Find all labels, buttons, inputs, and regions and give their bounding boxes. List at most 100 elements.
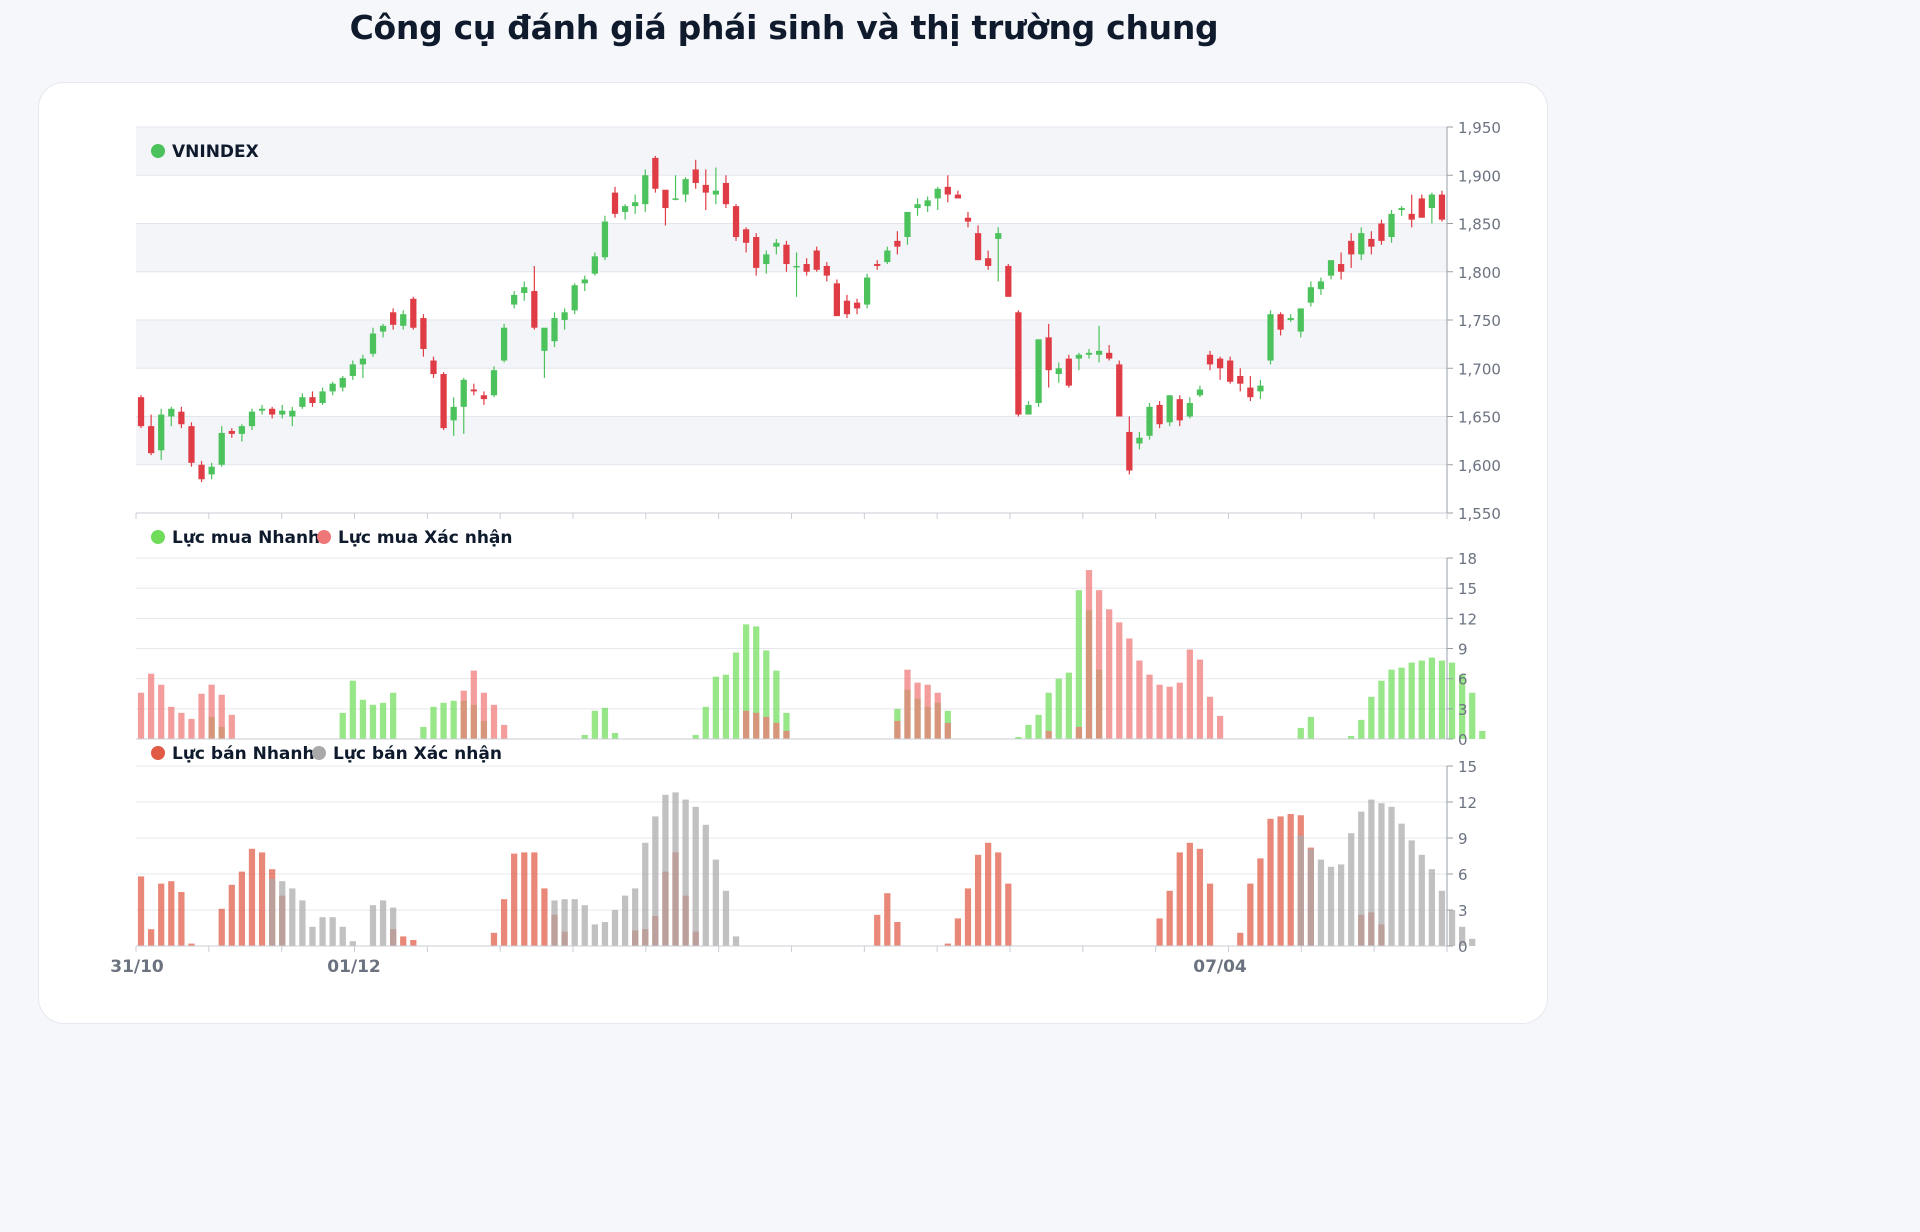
candle <box>178 406 185 429</box>
y-tick-label: 15 <box>1458 758 1477 776</box>
candle-body <box>1045 337 1052 371</box>
candle <box>964 211 972 228</box>
candle <box>137 395 145 429</box>
candle <box>400 310 407 330</box>
candle-body <box>1156 404 1163 425</box>
candle-body <box>188 426 195 463</box>
candle-body <box>1337 264 1345 272</box>
candle-body <box>1186 402 1193 417</box>
candle <box>158 408 165 460</box>
candle <box>561 308 568 330</box>
candle-body <box>1428 194 1435 209</box>
sell-bar-nhanh <box>1257 858 1264 946</box>
candle-body <box>1055 368 1062 375</box>
sell-bar-nhanh <box>944 943 951 946</box>
candle <box>1055 362 1062 383</box>
buy-bar-xac-nhan <box>188 718 195 739</box>
y-tick-label: 1,600 <box>1458 457 1501 475</box>
candle <box>228 428 235 438</box>
candle <box>924 196 931 212</box>
sell-bar-xac-nhan <box>652 816 659 946</box>
candle-body <box>692 169 699 183</box>
buy-bar-nhanh <box>1378 680 1385 739</box>
sell-bar-xac-nhan <box>662 794 669 946</box>
candle-body <box>672 198 679 200</box>
candle-body <box>1237 375 1244 384</box>
candle-body <box>531 291 538 328</box>
candle <box>722 175 730 209</box>
buy-bar-nhanh <box>1418 660 1425 739</box>
candle <box>1358 227 1365 261</box>
candle-body <box>652 157 659 189</box>
candle-body <box>521 287 528 293</box>
sell-bar-xac-nhan <box>1378 803 1385 946</box>
y-tick-label: 18 <box>1458 550 1477 568</box>
buy-bar-xac-nhan <box>924 684 931 739</box>
buy-bar-xac-nhan <box>1186 649 1193 739</box>
buy-bar-xac-nhan <box>1116 622 1123 739</box>
candle <box>1206 350 1214 371</box>
candle <box>742 227 750 253</box>
candle-body <box>299 397 306 407</box>
sell-bar-nhanh <box>137 876 145 946</box>
candle <box>995 227 1002 282</box>
buy-bar-xac-nhan <box>1146 674 1153 739</box>
sell-bar-nhanh <box>148 929 155 946</box>
candle-body <box>1095 350 1103 355</box>
buy-bar-nhanh <box>390 692 397 739</box>
sell-bar-nhanh <box>541 888 548 946</box>
candle <box>1378 219 1385 245</box>
candle-body <box>732 206 740 238</box>
sell-bar-xac-nhan <box>591 924 598 946</box>
buy-bar-xac-nhan <box>137 692 145 739</box>
sell-bar-xac-nhan <box>1307 848 1314 946</box>
buy-bar-nhanh <box>692 734 699 739</box>
candle <box>1005 264 1012 297</box>
candle-body <box>954 194 962 199</box>
candle-body <box>1277 314 1284 330</box>
candle <box>1428 192 1435 224</box>
buy-bar-xac-nhan <box>168 706 175 739</box>
candle-body <box>309 397 316 403</box>
candle-body <box>470 389 477 392</box>
sell-bar-xac-nhan <box>269 878 276 946</box>
candle <box>1418 194 1425 218</box>
candle <box>1015 310 1022 417</box>
buy-bar-nhanh <box>1045 692 1052 739</box>
candle-body <box>238 426 246 434</box>
candle <box>652 155 659 193</box>
buy-bar-nhanh <box>1398 667 1405 739</box>
buy-bar-xac-nhan <box>773 722 780 739</box>
candle <box>208 462 215 480</box>
candle <box>934 186 941 210</box>
candle-body <box>632 202 639 207</box>
sell-bar-nhanh <box>1166 890 1173 946</box>
candle-body <box>218 432 225 465</box>
candle-body <box>500 327 508 361</box>
candle-body <box>1166 395 1173 423</box>
buy-bar-xac-nhan <box>158 684 165 739</box>
panel-band <box>136 175 1447 224</box>
legend-dot-luc-ban-nhanh <box>151 746 165 760</box>
sell-bar-xac-nhan <box>1368 799 1375 946</box>
sell-bar-nhanh <box>894 922 901 946</box>
candle-body <box>1065 358 1072 386</box>
candle-body <box>339 377 346 388</box>
buy-bar-nhanh <box>1307 716 1314 739</box>
buy-bar-nhanh <box>430 706 437 739</box>
candle <box>1317 277 1325 295</box>
sell-bar-xac-nhan <box>1448 910 1456 946</box>
sell-bar-xac-nhan <box>1317 859 1325 946</box>
x-tick-label: 31/10 <box>110 957 164 977</box>
candle-body <box>369 333 377 354</box>
candle <box>591 252 598 276</box>
candle-body <box>944 186 951 195</box>
candle-body <box>460 379 467 407</box>
candle <box>1297 308 1304 338</box>
buy-bar-nhanh <box>1348 735 1355 739</box>
sell-bar-nhanh <box>248 848 256 946</box>
candle <box>1196 385 1204 398</box>
candle-body <box>1085 352 1093 355</box>
y-tick-label: 3 <box>1458 701 1468 719</box>
buy-bar-nhanh <box>359 699 367 739</box>
